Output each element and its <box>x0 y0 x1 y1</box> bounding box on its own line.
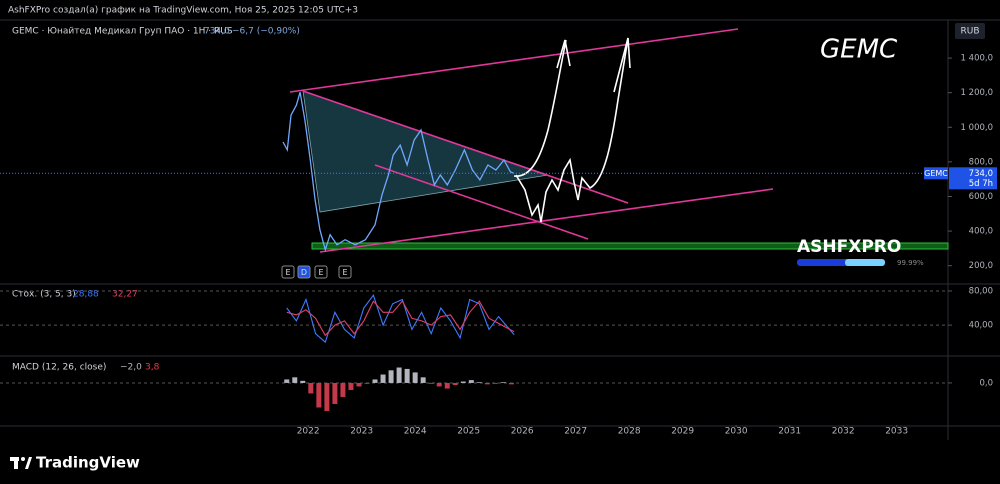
event-marker <box>338 265 352 279</box>
stoch-legend: Стох. (3, 5, 3) <box>12 290 76 300</box>
x-tick-label: 2026 <box>511 427 534 437</box>
histogram-bar <box>332 382 338 404</box>
histogram-bar <box>324 382 330 411</box>
y-tick-label: 600,0 <box>969 192 993 202</box>
currency-box <box>955 23 985 39</box>
histogram-bar <box>500 382 506 383</box>
histogram-bar <box>412 372 418 383</box>
x-tick-label: 2022 <box>297 427 320 437</box>
histogram-bar <box>340 382 346 397</box>
tv-logo <box>10 457 32 469</box>
histogram-bar <box>420 377 426 383</box>
event-marker <box>314 265 328 279</box>
event-marker <box>297 265 311 279</box>
histogram-bar <box>508 382 514 385</box>
x-tick-label: 2027 <box>564 427 587 437</box>
histogram-bar <box>404 368 410 383</box>
histogram-bar <box>316 382 322 408</box>
currency: RUB <box>960 27 979 37</box>
y-tick-label: 200,0 <box>969 261 993 271</box>
oscillator-line <box>286 300 515 337</box>
histogram-bar <box>372 379 378 383</box>
histogram-bar <box>460 381 466 383</box>
histogram-bar <box>468 380 474 383</box>
histogram-bar <box>396 367 402 383</box>
event-label: D <box>301 268 307 277</box>
y-tick-label: 1 400,0 <box>961 54 993 64</box>
macd-legend: MACD (12, 26, close) <box>12 363 106 373</box>
histogram-bar <box>476 382 482 383</box>
x-tick-label: 2025 <box>457 427 480 437</box>
oscillator-line <box>286 294 515 344</box>
histogram-bar <box>484 382 490 385</box>
x-tick-label: 2029 <box>671 427 694 437</box>
histogram-bar <box>348 382 354 390</box>
footer-brand: TradingView <box>36 454 140 472</box>
event-label: E <box>342 268 347 277</box>
histogram-bar <box>300 380 306 383</box>
x-tick-label: 2024 <box>404 427 427 437</box>
last-price: 734,0 <box>204 27 230 37</box>
price-tag-value: 734,0 <box>969 169 993 179</box>
price-tag-countdown: 5d 7h <box>969 179 993 189</box>
price-tag-box <box>949 167 997 190</box>
histogram-bar <box>428 382 434 384</box>
x-tick-label: 2032 <box>832 427 855 437</box>
header: AshFXPro создал(а) график на TradingView… <box>8 6 358 16</box>
event-label: E <box>285 268 290 277</box>
price-tag-symbol-box <box>924 167 948 180</box>
pane-borders <box>0 19 1000 440</box>
stoch-d-value: 32,27 <box>112 290 138 300</box>
x-tick-label: 2031 <box>778 427 801 437</box>
x-tick-label: 2023 <box>350 427 373 437</box>
event-marker <box>281 265 295 279</box>
symbol-legend: GEMC · Юнайтед Медикал Груп ПАО · 1Н · R… <box>12 27 233 37</box>
histogram-bar <box>436 382 442 387</box>
macd-value: −2,0 <box>120 363 142 373</box>
histogram-bar <box>308 382 314 394</box>
y-tick-label: 400,0 <box>969 227 993 237</box>
price-tag-symbol: GEMC <box>924 169 948 178</box>
y-tick-label: 1 200,0 <box>961 88 993 98</box>
x-tick-label: 2030 <box>725 427 748 437</box>
event-label: E <box>318 268 323 277</box>
histogram-bar <box>380 374 386 383</box>
symbol-annotation: GEMC <box>820 35 898 65</box>
x-tick-label: 2028 <box>618 427 641 437</box>
y-tick-label: 80,00 <box>969 286 993 296</box>
y-tick-label: 0,0 <box>979 378 993 388</box>
watermark: ASHFXPRO <box>797 237 901 257</box>
progress-label: 99.99% <box>897 259 924 267</box>
histogram-bar <box>388 370 394 383</box>
histogram-bar <box>492 382 498 384</box>
y-tick-label: 1 000,0 <box>961 123 993 133</box>
price-line <box>282 92 515 253</box>
price-change: −6,7 (−0,90%) <box>232 27 300 37</box>
histogram-bar <box>364 382 370 384</box>
histogram-bar <box>452 382 458 386</box>
stoch-k-value: 28,88 <box>73 290 99 300</box>
x-tick-label: 2033 <box>885 427 908 437</box>
y-tick-label: 800,0 <box>969 157 993 167</box>
macd-signal-value: 3,8 <box>145 363 160 373</box>
y-tick-label: 40,00 <box>969 321 993 331</box>
forecast-arrows <box>513 37 631 223</box>
histogram-bar <box>284 379 290 383</box>
histogram-bar <box>444 382 450 389</box>
histogram-bar <box>356 382 362 387</box>
histogram-bar <box>292 377 298 383</box>
progress-bar-tip <box>845 259 885 266</box>
support-zone <box>311 242 949 250</box>
